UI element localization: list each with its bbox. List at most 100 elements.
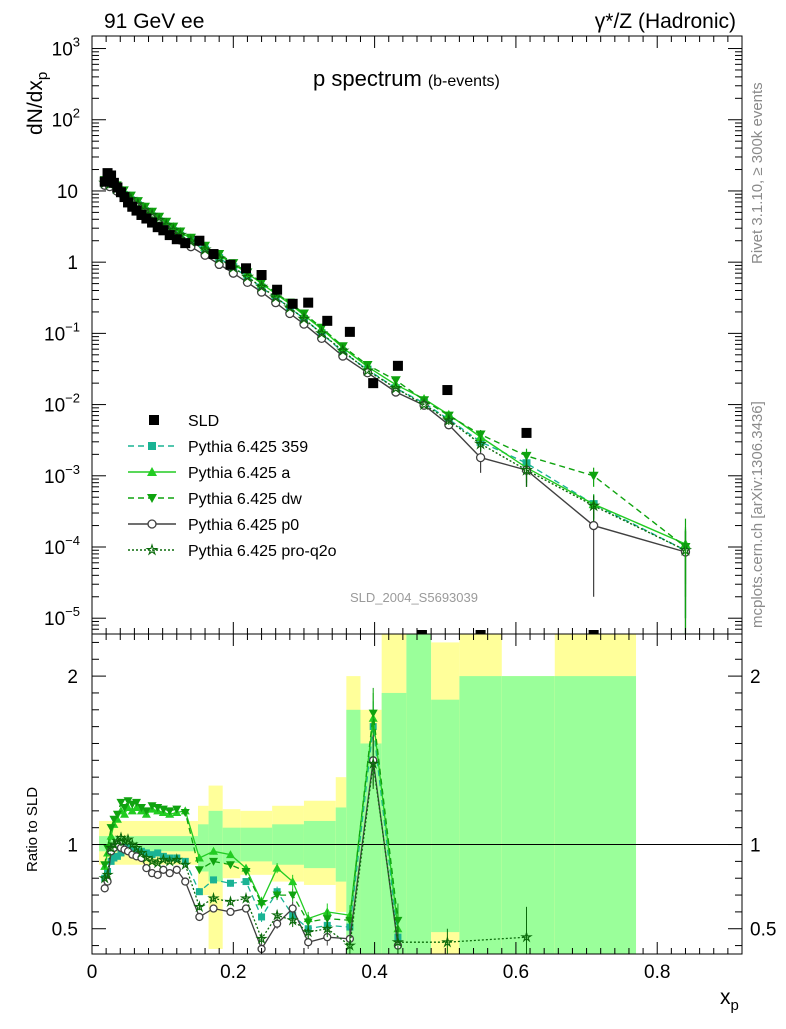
y-tick-label: 10−1	[44, 319, 80, 345]
ratio-uncertainty-band	[99, 634, 637, 954]
band-inner	[459, 676, 502, 954]
marker-triangle-down	[303, 918, 313, 927]
band-inner	[208, 810, 223, 882]
marker-circle-open	[142, 863, 151, 873]
marker-triangle-down	[272, 891, 282, 900]
x-tick-label: 0.2	[220, 962, 246, 983]
marker-circle-open	[147, 519, 157, 529]
band-inner	[360, 743, 382, 954]
marker-star	[361, 363, 375, 377]
marker-triangle-down	[147, 207, 158, 217]
marker-square	[303, 297, 314, 308]
marker-square	[344, 326, 355, 337]
marker-triangle-down	[209, 857, 219, 866]
marker-star	[193, 900, 206, 913]
marker-square	[241, 263, 252, 274]
marker-circle-open	[272, 919, 282, 928]
x-tick-label: 0.4	[361, 962, 388, 983]
marker-circle-open	[165, 869, 174, 878]
legend-label: Pythia 6.425 pro-q2o	[188, 543, 337, 560]
marker-star	[145, 854, 159, 867]
marker-square	[242, 878, 250, 886]
marker-triangle-down	[147, 494, 157, 503]
marker-circle-open	[181, 877, 190, 886]
marker-square	[164, 230, 175, 241]
marker-triangle-down	[161, 217, 172, 227]
side-label-mcplots: mcplots.cern.ch [arXiv:1306.3436]	[749, 401, 766, 628]
marker-circle-open	[588, 520, 599, 531]
marker-circle-open	[172, 865, 181, 874]
marker-star	[315, 326, 329, 339]
marker-triangle-down	[390, 376, 401, 386]
y-tick-label: 103	[52, 35, 80, 61]
marker-star	[297, 311, 311, 325]
data-points-group	[99, 168, 599, 634]
marker-triangle-down	[475, 430, 486, 440]
marker-star	[321, 922, 334, 935]
marker-triangle-down	[132, 197, 143, 207]
band-inner	[406, 634, 432, 954]
marker-star	[239, 891, 253, 904]
ratio-tick-label-left: 1	[67, 836, 78, 857]
marker-star	[343, 939, 357, 951]
marker-square	[322, 315, 333, 326]
marker-triangle	[120, 809, 129, 818]
marker-triangle-down	[136, 803, 146, 812]
marker-star	[157, 853, 170, 865]
ratio-tick-label-right: 0.5	[750, 920, 776, 941]
legend-label: Pythia 6.425 359	[188, 439, 308, 456]
marker-triangle-down	[368, 709, 378, 718]
marker-triangle-down	[120, 803, 129, 812]
x-tick-label: 0.6	[503, 962, 529, 983]
marker-star	[417, 397, 431, 411]
marker-triangle	[225, 850, 235, 859]
marker-star	[224, 895, 237, 907]
marker-star	[130, 841, 143, 854]
y-axis-label: dN/dxp	[24, 72, 51, 135]
y-tick-label: 10−5	[44, 604, 80, 630]
legend: SLD Pythia 6.425 359 Pythia 6.425 a Pythia …	[128, 413, 337, 560]
marker-star	[336, 343, 350, 357]
marker-triangle-down	[393, 916, 403, 925]
marker-square	[141, 213, 152, 224]
marker-star	[163, 854, 176, 867]
marker-star	[101, 868, 114, 881]
data-point-offscale	[416, 630, 427, 634]
marker-circle-open	[209, 904, 218, 913]
marker-square	[442, 385, 453, 396]
marker-circle-open	[159, 865, 168, 874]
marker-star	[389, 381, 403, 394]
marker-triangle-down	[106, 824, 116, 833]
marker-circle-open	[226, 907, 235, 917]
marker-square	[226, 879, 234, 887]
marker-star	[520, 930, 533, 943]
side-label-rivet: Rivet 3.1.10, ≥ 300k events	[749, 82, 766, 264]
marker-star	[240, 269, 255, 283]
marker-star	[179, 858, 192, 871]
marker-square	[106, 170, 117, 181]
marker-triangle	[272, 863, 282, 872]
marker-square	[152, 222, 163, 233]
header-right-label: γ*/Z (Hadronic)	[595, 10, 736, 33]
marker-square	[148, 851, 156, 859]
axes-group: 0 0.2 0.4 0.6 0.810310210110−110−210−310−410…	[44, 35, 776, 983]
legend-label: Pythia 6.425 p0	[188, 517, 299, 534]
marker-square	[195, 888, 203, 896]
marker-triangle	[209, 846, 219, 855]
marker-square	[194, 235, 205, 246]
marker-triangle-down	[257, 899, 267, 908]
marker-square	[119, 192, 130, 203]
marker-star	[255, 932, 268, 945]
marker-square	[154, 849, 162, 857]
x-axis-label: xp	[720, 986, 739, 1014]
marker-triangle	[127, 806, 137, 815]
marker-star	[269, 290, 283, 303]
marker-square	[256, 270, 267, 281]
marker-star	[135, 846, 148, 859]
marker-square	[110, 854, 118, 862]
marker-square	[99, 176, 110, 187]
marker-star	[286, 913, 299, 926]
marker-star	[170, 853, 183, 865]
x-tick-label: 0.8	[644, 962, 670, 983]
marker-square	[208, 249, 219, 260]
